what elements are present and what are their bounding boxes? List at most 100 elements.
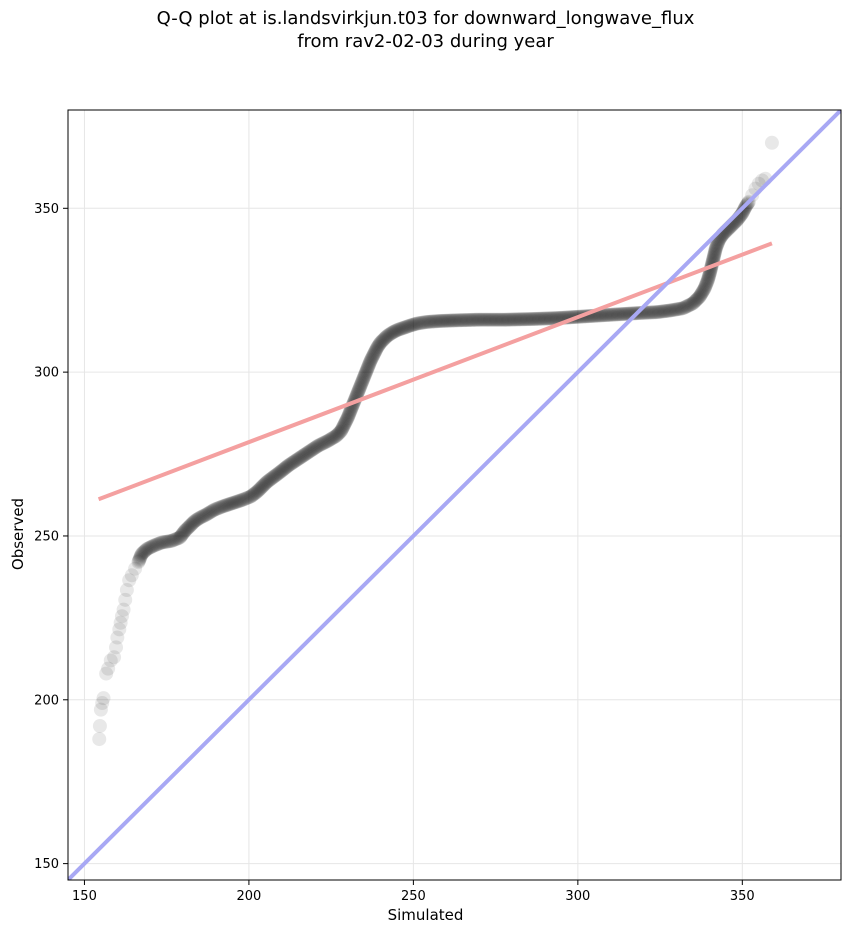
quantile-point [185,516,200,531]
quantile-point [392,322,407,337]
grid [68,110,841,880]
x-tick-label: 350 [730,889,755,904]
quantile-point [388,323,403,338]
quantile-point [255,479,270,494]
quantile-point [355,373,370,388]
quantile-point [607,307,622,322]
quantile-point [209,501,224,516]
quantile-point [241,490,256,505]
quantile-point [385,325,399,340]
quantile-point [410,316,425,331]
quantile-point [219,498,234,513]
quantile-point [533,311,548,326]
quantile-point [386,324,401,339]
quantile-point [646,305,661,320]
quantile-point [547,311,562,326]
quantile-point [107,650,122,665]
y-tick-label: 300 [34,366,59,381]
quantile-point [229,494,244,509]
quantile-point [697,280,712,295]
quantile-point [499,312,514,327]
quantile-point [182,519,197,534]
quantile-point [693,287,708,302]
quantile-point [491,312,506,327]
quantile-point [183,518,198,533]
quantile-point [524,312,539,327]
quantile-point [341,408,356,423]
quantile-point [273,465,288,480]
quantile-point [708,242,723,257]
quantile-point [405,317,420,332]
quantile-point [110,630,125,645]
quantile-point [676,301,691,316]
quantile-point [146,538,161,553]
quantile-point [498,312,513,327]
quantile-point [290,452,305,467]
quantile-point [324,431,339,446]
quantile-point [190,512,205,527]
quantile-point [548,311,563,326]
quantile-point [698,278,713,293]
quantile-point [481,312,496,327]
quantile-point [457,313,472,328]
quantile-point [466,312,481,327]
quantile-point [596,308,611,323]
quantile-point [338,414,353,429]
quantile-point [280,459,295,474]
quantile-point [648,305,663,320]
quantile-point [407,317,422,332]
quantile-point [677,300,692,315]
quantile-point [168,532,183,547]
quantile-point [305,442,320,457]
quantile-point [355,374,370,389]
quantile-point [257,477,272,492]
quantile-point [541,311,556,326]
quantile-point [282,457,297,472]
quantile-point [470,312,485,327]
quantile-point [520,312,535,327]
quantile-point [736,202,751,217]
quantile-point [530,311,545,326]
quantile-point [351,382,366,397]
quantile-point [399,319,414,334]
y-tick-label: 200 [34,693,59,708]
quantile-point [517,312,532,327]
quantile-point [134,546,149,561]
quantile-point [598,308,613,323]
quantile-point [453,313,468,328]
quantile-point [294,449,309,464]
quantile-point [536,311,551,326]
quantile-point [256,478,271,493]
quantile-point [334,424,349,439]
quantile-point [171,531,186,546]
quantile-point [516,312,531,327]
quantile-point [151,536,166,551]
quantile-point [644,305,659,320]
quantile-point [358,365,373,380]
quantile-point [437,313,452,328]
quantile-point [700,273,715,288]
quantile-point [207,502,222,517]
quantile-point [155,535,170,550]
quantile-point [132,552,147,567]
quantile-point [341,409,356,424]
quantile-point [642,305,657,320]
quantile-point [398,320,413,335]
quantile-point [315,436,330,451]
quantile-point [527,311,542,326]
quantile-point [505,312,520,327]
quantile-point [456,313,471,328]
quantile-point [662,303,677,318]
quantile-point [445,313,460,328]
quantile-point [96,691,111,706]
quantile-point [685,296,700,311]
quantile-point [614,307,629,322]
quantile-point [132,551,147,566]
quantile-point [364,351,379,366]
quantile-point [542,311,557,326]
quantile-point [356,371,371,386]
quantile-point [594,308,609,323]
quantile-point [320,433,335,448]
quantile-point [695,284,710,299]
quantile-point [150,537,165,552]
